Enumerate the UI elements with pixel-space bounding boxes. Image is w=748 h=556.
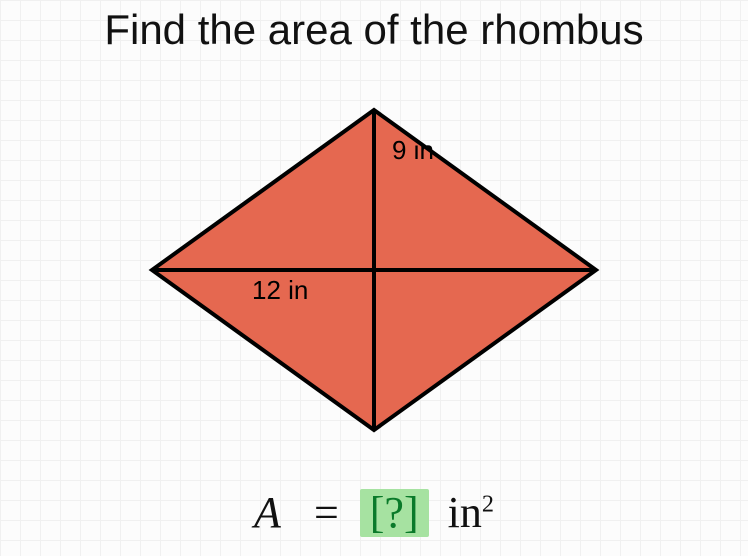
- answer-placeholder: ?: [384, 488, 404, 537]
- area-formula: A = [?] in2: [0, 487, 748, 538]
- formula-unit: in2: [448, 488, 494, 537]
- label-horizontal-half: 12 in: [252, 275, 308, 306]
- unit-exponent: 2: [482, 490, 494, 517]
- formula-variable: A: [254, 488, 281, 537]
- rhombus-svg: [0, 75, 748, 445]
- bracket-close: ]: [404, 488, 419, 537]
- answer-box[interactable]: [?]: [360, 489, 429, 537]
- bracket-open: [: [370, 488, 385, 537]
- formula-equals: =: [314, 488, 339, 537]
- rhombus-figure: 9 in 12 in: [0, 75, 748, 445]
- page-title: Find the area of the rhombus: [0, 6, 748, 54]
- unit-text: in: [448, 488, 482, 537]
- label-vertical-half: 9 in: [392, 135, 434, 166]
